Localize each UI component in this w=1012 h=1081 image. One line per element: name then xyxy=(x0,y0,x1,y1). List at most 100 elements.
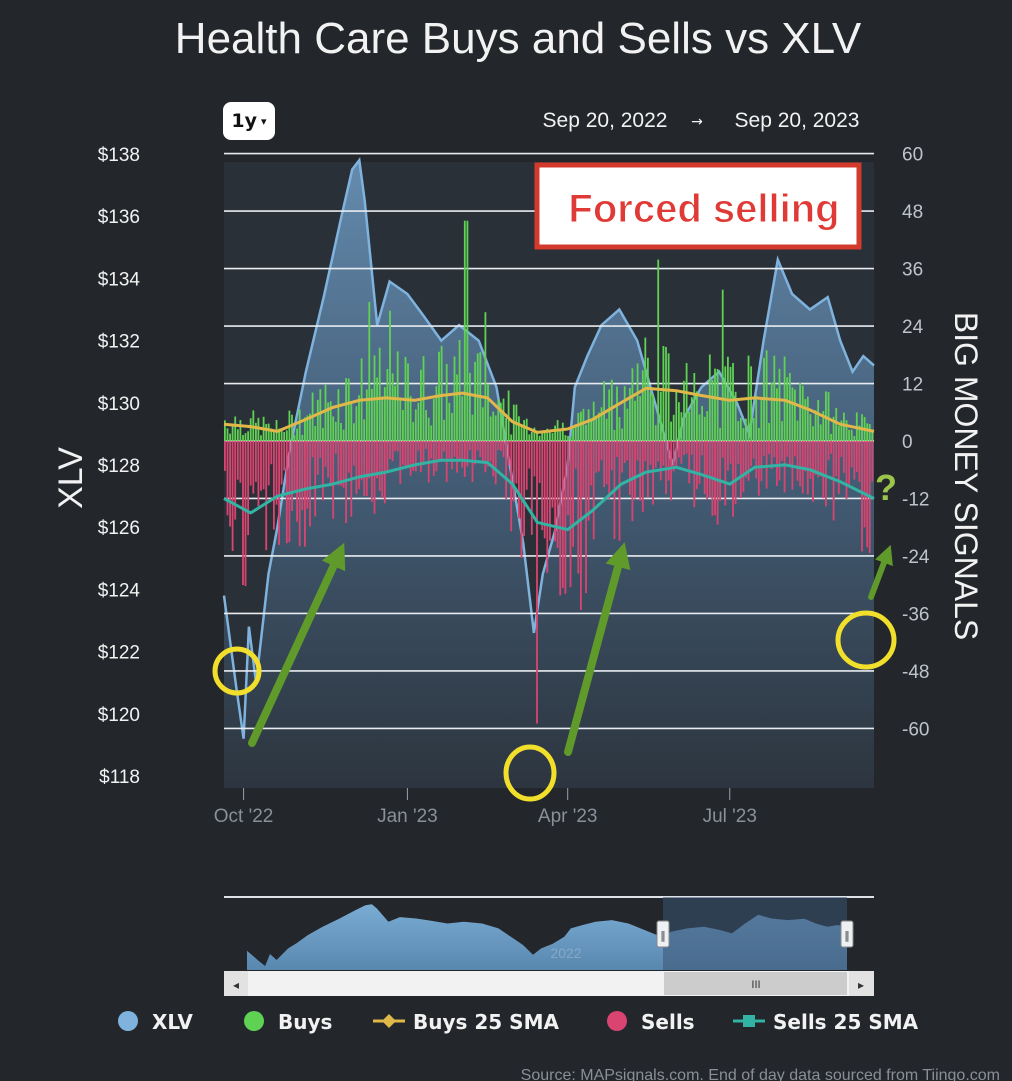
sell-bar xyxy=(298,441,301,547)
buy-bar xyxy=(781,421,783,441)
buy-bar xyxy=(659,391,662,441)
buy-bar xyxy=(322,427,324,441)
buy-bar xyxy=(739,417,742,441)
sell-bar xyxy=(776,441,778,486)
sell-bar xyxy=(479,441,482,457)
sell-bar xyxy=(737,441,740,464)
sell-bar xyxy=(420,441,422,472)
sell-bar xyxy=(466,441,469,467)
buy-bar xyxy=(229,433,232,441)
buy-bar xyxy=(347,378,350,441)
sell-bar xyxy=(260,441,262,491)
buy-bar xyxy=(280,428,283,441)
right-axis-ticks: 60 48 36 24 12 0 -12 -24 -36 -48 -60 xyxy=(902,145,930,741)
buy-bar xyxy=(572,428,575,441)
buy-bar xyxy=(587,409,590,441)
buy-bar xyxy=(778,368,781,441)
buy-bar xyxy=(528,434,531,441)
navigator-handle-right[interactable]: ‖ xyxy=(840,920,854,948)
buy-bar xyxy=(840,420,843,441)
legend-item-xlv[interactable]: XLV xyxy=(118,1010,193,1034)
sell-bar xyxy=(371,441,373,502)
legend-item-sells[interactable]: Sells xyxy=(607,1010,695,1034)
legend-item-buys-sma[interactable]: Buys 25 SMA xyxy=(373,1010,559,1034)
buy-bar xyxy=(448,402,451,441)
sell-bar xyxy=(706,441,709,500)
sell-bar xyxy=(843,441,845,473)
sell-bar xyxy=(489,441,492,462)
buy-bar xyxy=(489,416,492,441)
buy-bar xyxy=(309,413,311,441)
buy-bar xyxy=(355,406,358,441)
sell-bar xyxy=(853,441,856,480)
left-tick-label: $124 xyxy=(98,580,141,601)
buy-bar xyxy=(626,408,629,441)
sell-bar xyxy=(523,441,526,536)
buy-bar xyxy=(768,422,771,441)
sell-bar xyxy=(747,441,750,481)
buy-bar xyxy=(641,370,644,441)
sell-bar xyxy=(492,441,495,477)
scroll-left-button[interactable] xyxy=(224,971,248,996)
buy-bar xyxy=(267,423,270,441)
sell-bar xyxy=(376,441,379,479)
right-tick-label: 60 xyxy=(902,145,923,166)
sell-bar xyxy=(716,441,719,525)
buy-bar xyxy=(236,429,239,441)
sell-bar xyxy=(296,441,299,522)
sell-bar xyxy=(698,441,701,484)
buy-bar xyxy=(247,431,250,441)
sell-bar xyxy=(652,441,655,505)
sell-bar xyxy=(835,441,838,477)
sell-bar xyxy=(342,441,345,488)
buy-bar xyxy=(273,429,275,441)
sell-bar xyxy=(518,441,520,519)
legend-item-buys[interactable]: Buys xyxy=(244,1010,332,1034)
sell-bar xyxy=(598,441,600,472)
x-tick-label: Jul '23 xyxy=(703,806,757,827)
range-selector-button[interactable]: 1y ▾ xyxy=(223,102,275,140)
buy-bar xyxy=(688,411,691,441)
right-tick-label: -48 xyxy=(902,662,929,683)
sell-bar xyxy=(685,441,688,454)
legend-item-sells-sma[interactable]: Sells 25 SMA xyxy=(733,1010,919,1034)
buy-bar xyxy=(443,419,446,441)
scroll-right-button[interactable] xyxy=(849,971,874,996)
legend-marker-xlv xyxy=(118,1011,138,1031)
buy-bar xyxy=(265,424,268,441)
buy-bar xyxy=(595,418,598,441)
start-date[interactable]: Sep 20, 2022 xyxy=(543,109,668,132)
buy-bar xyxy=(703,416,706,441)
sell-bar xyxy=(861,441,863,552)
legend-label-xlv: XLV xyxy=(152,1010,193,1034)
buy-bar xyxy=(866,423,869,441)
navigator-handle-left[interactable]: ‖ xyxy=(656,920,670,948)
buy-bar xyxy=(293,435,296,441)
buy-bar xyxy=(402,410,404,441)
buy-bar xyxy=(654,425,657,441)
end-date[interactable]: Sep 20, 2023 xyxy=(735,109,860,132)
scrollbar-thumb[interactable] xyxy=(664,972,847,995)
navigator-selected-range[interactable] xyxy=(663,897,847,970)
navigator[interactable]: 2022 ‖ ‖ xyxy=(224,896,874,970)
buy-bar xyxy=(249,418,252,441)
sell-bar xyxy=(543,441,546,539)
buy-bar xyxy=(389,310,391,441)
buy-bar xyxy=(608,389,611,441)
buy-bar xyxy=(711,380,714,441)
sell-bar xyxy=(639,441,642,501)
sell-bar xyxy=(840,441,843,457)
sell-bar xyxy=(386,441,389,473)
buy-bar xyxy=(719,427,722,441)
scrollbar[interactable]: ◂ III ▸ xyxy=(224,971,874,996)
buy-bar xyxy=(830,433,833,441)
sell-bar xyxy=(510,441,513,532)
buy-bar xyxy=(458,340,461,441)
sell-bar xyxy=(497,441,500,450)
sell-bar xyxy=(577,441,580,574)
buy-bar xyxy=(670,421,673,441)
highlight-circle-oct xyxy=(212,646,262,696)
sell-bar xyxy=(657,441,660,462)
buy-bar xyxy=(662,346,665,441)
sell-bar xyxy=(283,441,286,471)
